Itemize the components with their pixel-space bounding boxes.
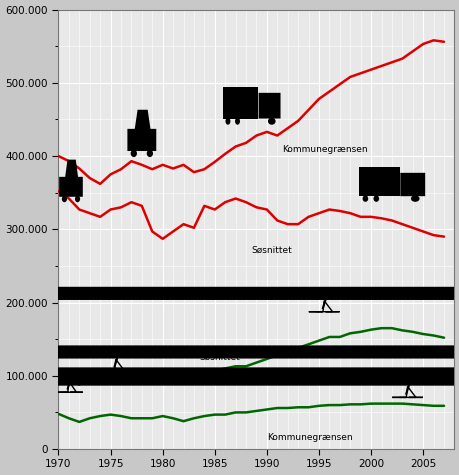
Ellipse shape: [410, 195, 419, 202]
Ellipse shape: [146, 150, 153, 157]
Bar: [358, 167, 399, 196]
FancyBboxPatch shape: [258, 93, 280, 119]
Text: Søsnittet: Søsnittet: [251, 246, 291, 255]
Polygon shape: [65, 160, 78, 177]
Ellipse shape: [75, 196, 80, 202]
Circle shape: [0, 345, 459, 359]
Ellipse shape: [225, 118, 230, 125]
FancyBboxPatch shape: [59, 177, 83, 197]
Ellipse shape: [130, 150, 137, 157]
Ellipse shape: [235, 118, 240, 125]
Ellipse shape: [62, 196, 67, 202]
Polygon shape: [134, 110, 150, 129]
Ellipse shape: [362, 195, 368, 202]
FancyBboxPatch shape: [127, 129, 156, 151]
Circle shape: [0, 372, 459, 386]
Ellipse shape: [373, 195, 378, 202]
FancyBboxPatch shape: [399, 173, 424, 196]
Text: Kommunegrænsen: Kommunegrænsen: [282, 145, 367, 154]
Text: Søsnittet: Søsnittet: [199, 352, 240, 361]
Ellipse shape: [268, 118, 275, 125]
Text: Kommunegrænsen: Kommunegrænsen: [266, 433, 352, 441]
Bar: [222, 86, 257, 119]
Circle shape: [0, 367, 459, 380]
Circle shape: [0, 287, 459, 300]
